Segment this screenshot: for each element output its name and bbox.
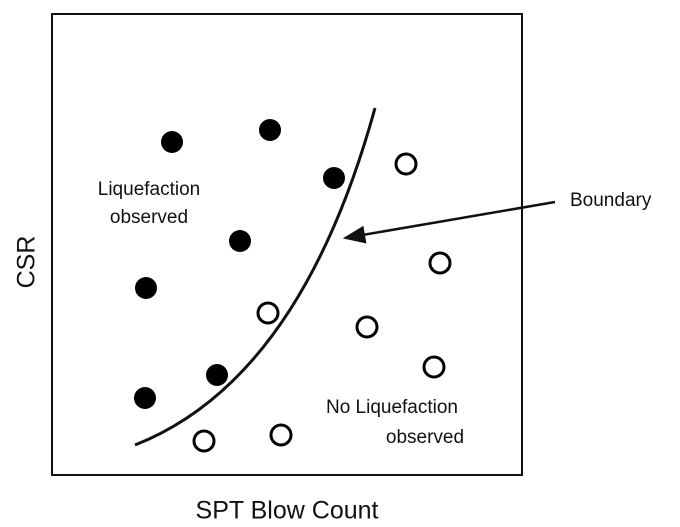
filled-point: [135, 277, 157, 299]
filled-point: [259, 119, 281, 141]
filled-point: [134, 387, 156, 409]
open-point: [428, 251, 452, 275]
open-point: [256, 301, 280, 325]
plot-frame: [51, 13, 523, 476]
liquefied-points: [134, 119, 345, 409]
annotation: Liquefaction: [98, 179, 200, 200]
boundary-arrow: [342, 200, 556, 244]
annotation: observed: [110, 207, 188, 228]
filled-point: [229, 230, 251, 252]
boundary-curve: [134, 107, 377, 447]
annotation: No Liquefaction: [326, 397, 458, 418]
filled-point: [206, 364, 228, 386]
open-point: [269, 423, 293, 447]
filled-point: [323, 167, 345, 189]
open-point: [355, 315, 379, 339]
boundary-label: Boundary: [570, 190, 652, 211]
annotation: observed: [386, 427, 464, 448]
non-liquefied-points: [192, 152, 452, 453]
open-point: [192, 429, 216, 453]
open-point: [422, 355, 446, 379]
open-point: [394, 152, 418, 176]
x-axis-label: SPT Blow Count: [196, 497, 379, 525]
y-axis-label: CSR: [13, 236, 41, 289]
filled-point: [161, 131, 183, 153]
